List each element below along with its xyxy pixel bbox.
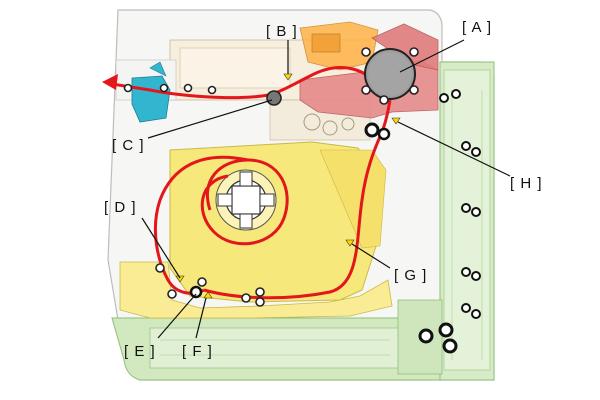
leader-g bbox=[351, 243, 391, 269]
leader-a bbox=[399, 39, 465, 73]
sensor-f-marker bbox=[203, 291, 213, 299]
sensor-g-marker bbox=[345, 239, 355, 247]
sensor-h-marker bbox=[391, 117, 401, 125]
leader-e bbox=[157, 293, 197, 339]
leader-lines bbox=[141, 39, 511, 339]
base-frame bbox=[111, 61, 495, 381]
label-e: [ E ] bbox=[124, 343, 156, 360]
sensor-markers bbox=[175, 73, 401, 299]
leader-c bbox=[147, 99, 273, 139]
label-b: [ B ] bbox=[266, 23, 298, 40]
path-arrow-head bbox=[102, 74, 118, 90]
label-d: [ D ] bbox=[104, 199, 137, 216]
sensor-d-marker bbox=[175, 275, 185, 283]
duplex-unit bbox=[299, 21, 379, 71]
label-f: [ F ] bbox=[182, 343, 213, 360]
pinch-rollers bbox=[123, 47, 419, 307]
roll-spindle bbox=[215, 169, 277, 231]
leader-h bbox=[397, 121, 511, 177]
leader-f bbox=[195, 297, 207, 339]
leader-d bbox=[141, 217, 181, 279]
label-g: [ G ] bbox=[394, 267, 427, 284]
label-a: [ A ] bbox=[462, 19, 492, 36]
label-h: [ H ] bbox=[510, 175, 543, 192]
label-c: [ C ] bbox=[112, 137, 145, 154]
drive-rollers bbox=[189, 89, 481, 354]
fixing-roller bbox=[364, 48, 416, 100]
callout-labels: [ A ] [ B ] [ C ] [ D ] [ E ] [ F ] [ G … bbox=[104, 19, 543, 360]
paper-path bbox=[102, 66, 392, 300]
